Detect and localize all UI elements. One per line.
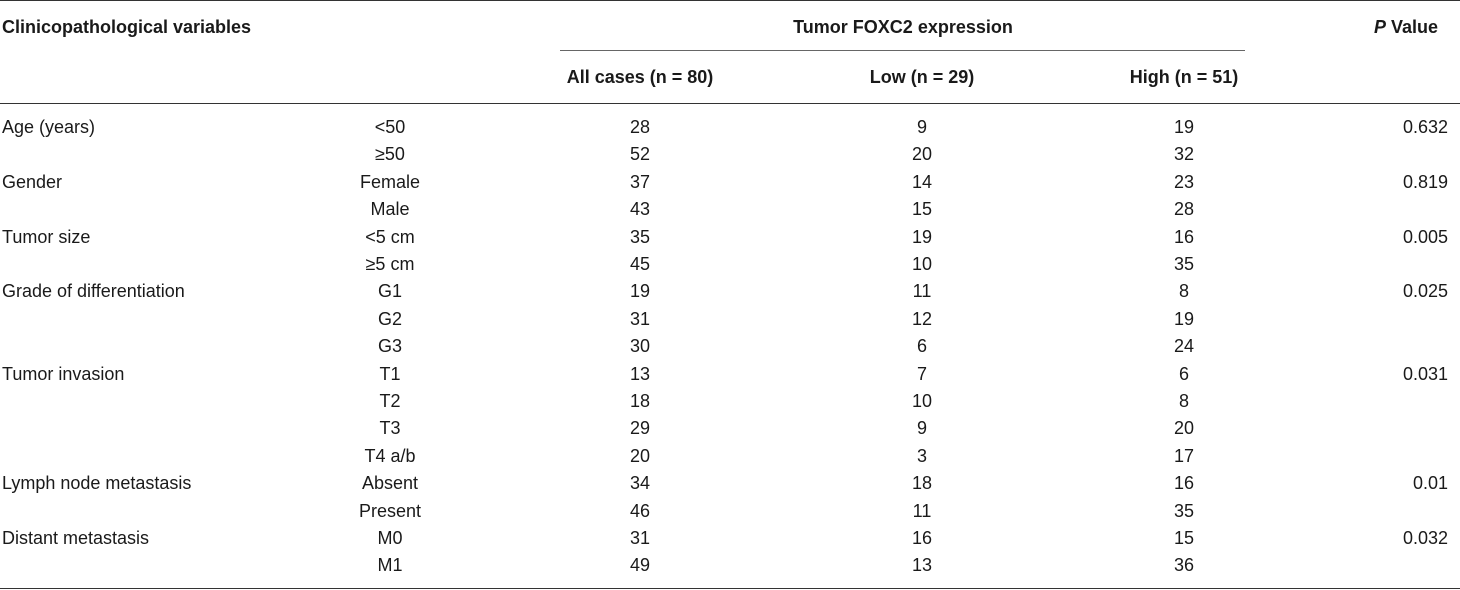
cell-high: 19: [1173, 309, 1195, 329]
cell-category: G2: [377, 309, 403, 329]
cell-high: 16: [1173, 227, 1195, 247]
cell-low: 3: [916, 446, 928, 466]
cell-low: 9: [916, 117, 928, 137]
cell-all-cases: 43: [629, 199, 651, 219]
cell-low: 13: [911, 555, 933, 575]
cell-category: ≥5 cm: [365, 254, 415, 274]
cell-category: G3: [377, 336, 403, 356]
cell-low: 20: [911, 144, 933, 164]
cell-category: Absent: [361, 473, 419, 493]
cell-category: <5 cm: [365, 227, 415, 247]
cell-low: 12: [911, 309, 933, 329]
cell-high: 28: [1173, 199, 1195, 219]
cell-high: 8: [1178, 391, 1190, 411]
cell-variable: Gender: [2, 172, 63, 192]
cell-category: T4 a/b: [364, 446, 416, 466]
header-all-cases: All cases (n = 80): [566, 67, 714, 87]
cell-p-value: 0.01: [1412, 473, 1448, 493]
cell-category: T3: [379, 418, 401, 438]
cell-high: 35: [1173, 501, 1195, 521]
cell-p-value: 0.632: [1402, 117, 1448, 137]
cell-all-cases: 46: [629, 501, 651, 521]
table-bottom-rule: [0, 588, 1460, 589]
cell-variable: Tumor invasion: [2, 364, 125, 384]
cell-all-cases: 31: [629, 309, 651, 329]
cell-p-value: 0.819: [1402, 172, 1448, 192]
cell-p-value: 0.025: [1402, 281, 1448, 301]
cell-high: 32: [1173, 144, 1195, 164]
cell-all-cases: 45: [629, 254, 651, 274]
cell-high: 23: [1173, 172, 1195, 192]
cell-low: 9: [916, 418, 928, 438]
cell-category: ≥50: [375, 144, 405, 164]
cell-variable: Tumor size: [2, 227, 91, 247]
cell-category: T2: [379, 391, 401, 411]
cell-high: 15: [1173, 528, 1195, 548]
cell-low: 10: [911, 391, 933, 411]
cell-high: 20: [1173, 418, 1195, 438]
group-underline: [560, 50, 1245, 51]
cell-all-cases: 30: [629, 336, 651, 356]
cell-high: 19: [1173, 117, 1195, 137]
cell-high: 6: [1178, 364, 1190, 384]
cell-all-cases: 29: [629, 418, 651, 438]
header-p-italic: P: [1374, 17, 1387, 37]
cell-high: 36: [1173, 555, 1195, 575]
cell-all-cases: 35: [629, 227, 651, 247]
cell-high: 35: [1173, 254, 1195, 274]
cell-category: T1: [379, 364, 401, 384]
cell-category: M0: [377, 528, 403, 548]
cell-category: M1: [377, 555, 403, 575]
cell-all-cases: 19: [629, 281, 651, 301]
header-group: Tumor FOXC2 expression: [793, 17, 1013, 37]
cell-variable: Lymph node metastasis: [2, 473, 192, 493]
cell-low: 15: [911, 199, 933, 219]
cell-low: 11: [912, 281, 932, 301]
cell-low: 11: [912, 501, 932, 521]
cell-category: G1: [377, 281, 403, 301]
header-low: Low (n = 29): [869, 67, 975, 87]
cell-low: 18: [911, 473, 933, 493]
cell-all-cases: 20: [629, 446, 651, 466]
cell-high: 16: [1173, 473, 1195, 493]
cell-all-cases: 18: [629, 391, 651, 411]
cell-category: Male: [370, 199, 410, 219]
header-high: High (n = 51): [1129, 67, 1239, 87]
cell-category: <50: [374, 117, 406, 137]
cell-high: 8: [1178, 281, 1190, 301]
cell-p-value: 0.031: [1402, 364, 1448, 384]
cell-high: 17: [1173, 446, 1195, 466]
cell-category: Female: [359, 172, 421, 192]
cell-all-cases: 52: [629, 144, 651, 164]
cell-low: 7: [916, 364, 928, 384]
cell-low: 14: [911, 172, 933, 192]
cell-low: 16: [911, 528, 933, 548]
cell-p-value: 0.005: [1402, 227, 1448, 247]
cell-low: 10: [911, 254, 933, 274]
header-p-value: P Value: [1374, 17, 1438, 37]
cell-all-cases: 49: [629, 555, 651, 575]
header-bottom-rule: [0, 103, 1460, 104]
cell-low: 6: [916, 336, 928, 356]
cell-all-cases: 37: [629, 172, 651, 192]
cell-variable: Distant metastasis: [2, 528, 150, 548]
cell-all-cases: 34: [629, 473, 651, 493]
header-variables: Clinicopathological variables: [2, 17, 252, 37]
cell-high: 24: [1173, 336, 1195, 356]
header-p-rest: Value: [1386, 17, 1439, 37]
cell-low: 19: [911, 227, 933, 247]
cell-category: Present: [358, 501, 422, 521]
table-top-rule: [0, 0, 1460, 1]
cell-all-cases: 13: [629, 364, 651, 384]
cell-all-cases: 28: [629, 117, 651, 137]
cell-all-cases: 31: [629, 528, 651, 548]
cell-variable: Age (years): [2, 117, 96, 137]
cell-variable: Grade of differentiation: [2, 281, 185, 301]
cell-p-value: 0.032: [1402, 528, 1448, 548]
